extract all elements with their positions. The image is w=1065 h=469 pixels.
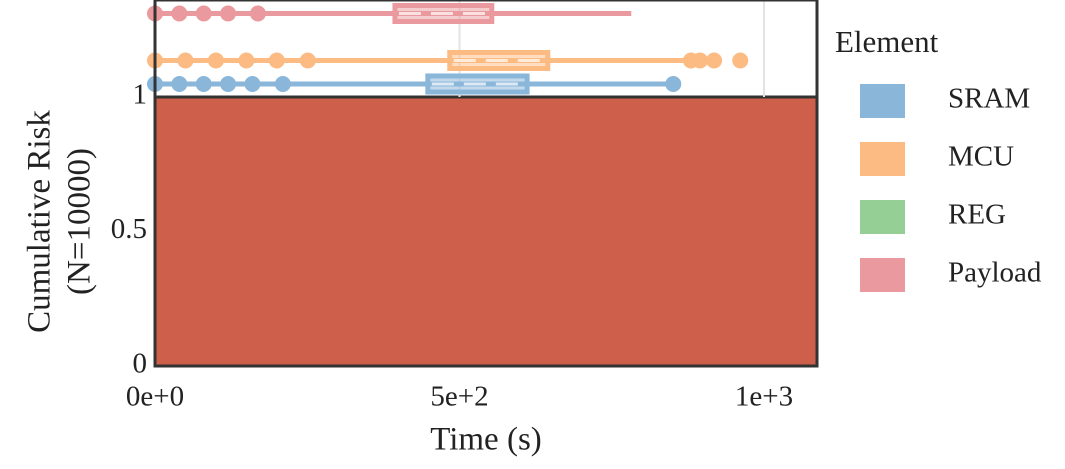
y-axis-label: Cumulative Risk [22,110,58,333]
area [155,97,817,366]
outlier [220,76,237,92]
plot-frame [153,95,819,368]
legend-label: Payload [948,257,1042,289]
outlier [171,5,188,22]
outlier [244,76,261,92]
outlier [238,52,255,69]
marginal-frame [153,0,819,97]
outlier [195,76,212,92]
legend-swatch [860,258,905,292]
outlier [665,76,682,92]
y-tick-label: 1 [133,79,148,111]
x-tick-label: 0e+0 [126,381,184,413]
outlier [195,5,212,22]
legend-swatch [860,84,905,118]
outlier [268,52,285,69]
legend-swatch [860,142,905,176]
y-axis-label: (N=10000) [62,148,98,295]
outlier [299,52,316,69]
x-axis-label: Time (s) [430,422,542,458]
outlier [171,76,188,92]
legend-label: SRAM [948,83,1030,115]
legend-label: MCU [948,141,1014,173]
outlier [732,52,749,69]
legend-label: REG [948,199,1006,231]
outlier [692,52,709,69]
y-tick-label: 0 [133,348,148,380]
outlier [220,5,237,22]
x-tick-label: 5e+2 [430,381,488,413]
outlier [207,52,224,69]
x-tick-label: 1e+3 [735,381,793,413]
legend-swatch [860,200,905,234]
outlier [177,52,194,69]
outlier [706,52,723,69]
outlier [274,76,291,92]
outlier [249,5,266,22]
y-tick-label: 0.5 [111,213,147,245]
legend-title: Element [835,24,939,59]
